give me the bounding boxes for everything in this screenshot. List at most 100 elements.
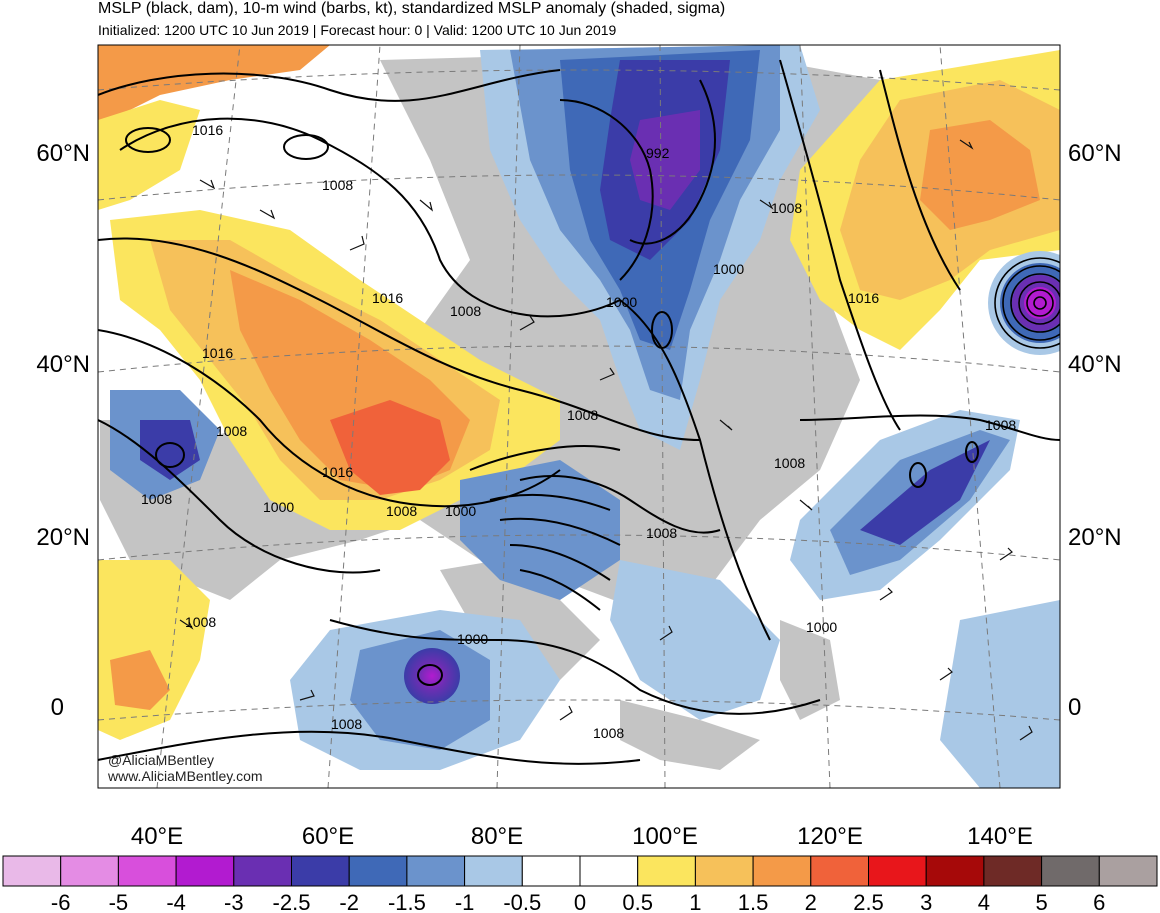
colorbar-swatch <box>810 855 869 887</box>
colorbar-label: -4 <box>166 890 186 913</box>
colorbar-label: -5 <box>109 890 129 913</box>
colorbar-label: -6 <box>51 890 71 913</box>
colorbar-swatch <box>694 855 754 887</box>
contour-label: 1016 <box>848 290 879 306</box>
colorbar-label: -1.5 <box>388 890 426 913</box>
lat-label: 40°N <box>1068 351 1122 378</box>
contour-label: 992 <box>646 145 670 161</box>
map-subtitle: Initialized: 1200 UTC 10 Jun 2019 | Fore… <box>98 22 617 38</box>
map-panel: 1016 1008 1016 1016 1008 1008 1008 1016 … <box>98 45 1060 788</box>
colorbar-swatch <box>752 855 812 887</box>
contour-label: 1008 <box>185 614 216 630</box>
credit-website: www.AliciaMBentley.com <box>108 768 263 784</box>
contour-label: 1000 <box>806 619 837 635</box>
contour-label: 1016 <box>192 122 223 138</box>
colorbar-swatch <box>60 855 119 887</box>
colorbar-label: 4 <box>978 890 990 913</box>
colorbar-swatch <box>983 855 1043 887</box>
lon-labels: 40°E 60°E 80°E 100°E 120°E 140°E <box>131 823 1033 850</box>
colorbar-label: 1 <box>689 890 701 913</box>
isobars <box>98 59 1060 765</box>
colorbar-swatch <box>117 855 177 887</box>
cold-anomaly-south-china-sea <box>610 560 780 720</box>
warm-anomaly-europe-4 <box>330 400 450 495</box>
contour-label: 1000 <box>606 294 637 310</box>
cold-anomaly-west-pacific <box>940 600 1060 788</box>
contour-label: 1016 <box>202 345 233 361</box>
contour-label: 1008 <box>646 525 677 541</box>
credit-handle: @AliciaMBentley <box>108 752 215 768</box>
lat-label: 60°N <box>1068 140 1122 167</box>
lat-label: 0 <box>1068 694 1081 721</box>
lat-labels-left: 60°N 40°N 20°N 0 <box>36 140 90 721</box>
cold-anomaly-mediterranean-2 <box>140 420 200 480</box>
contour-label: 1008 <box>386 503 417 519</box>
lon-label: 80°E <box>471 823 523 850</box>
cold-anomaly-central-asia <box>460 460 620 600</box>
colorbar-swatch <box>1098 855 1158 887</box>
lat-label: 40°N <box>36 351 90 378</box>
colorbar-swatch <box>175 855 235 887</box>
map-title: MSLP (black, dam), 10-m wind (barbs, kt)… <box>98 0 726 17</box>
lat-label: 0 <box>51 694 64 721</box>
lon-label: 120°E <box>797 823 863 850</box>
colorbar-label: 2 <box>805 890 817 913</box>
contour-label: 1008 <box>567 407 598 423</box>
contour-label: 1008 <box>771 200 802 216</box>
contour-label: 1008 <box>450 303 481 319</box>
colorbar-label: -2 <box>339 890 359 913</box>
contour-label: 1008 <box>322 177 353 193</box>
contour-label: 1008 <box>331 716 362 732</box>
contour-label: 1008 <box>593 725 624 741</box>
wind-barbs <box>179 139 1033 741</box>
hokkaido-low-core <box>1024 287 1056 319</box>
contour-label: 1008 <box>774 455 805 471</box>
warm-anomaly-east-asia-3 <box>920 120 1040 230</box>
contour-label: 1016 <box>322 464 353 480</box>
warm-anomaly-africa-2 <box>110 650 170 710</box>
lat-label: 20°N <box>36 524 90 551</box>
colorbar-swatch <box>2 855 62 887</box>
colorbar-label: -2.5 <box>273 890 311 913</box>
lat-labels-right: 60°N 40°N 20°N 0 <box>1068 140 1122 721</box>
contour-label: 1008 <box>141 491 172 507</box>
contour-label: 1016 <box>372 290 403 306</box>
lon-label: 100°E <box>632 823 698 850</box>
map-frame <box>97 44 1061 789</box>
colorbar-swatch <box>233 855 293 887</box>
colorbar-label: -3 <box>224 890 244 913</box>
colorbar-swatch <box>406 855 466 887</box>
contour-labels: 1016 1008 1016 1016 1008 1008 1008 1016 … <box>141 122 1016 741</box>
colorbar-swatch <box>348 855 408 887</box>
contour-label: 1000 <box>713 261 744 277</box>
colorbar-label: 5 <box>1035 890 1047 913</box>
colorbar-swatch <box>637 855 696 887</box>
colorbar-swatch <box>1041 855 1100 887</box>
colorbar-label: 0.5 <box>622 890 653 913</box>
contour-label: 1008 <box>985 417 1016 433</box>
colorbar: -6 -5 -4 -3 -2.5 -2 -1.5 -1 -0.5 0 0.5 1 1.5 2 2.5 3 4 5 6 <box>2 855 1158 913</box>
cold-anomaly-core-arabian-sea <box>404 648 460 704</box>
colorbar-swatch <box>291 855 350 887</box>
cold-anomaly-siberia-5 <box>630 110 700 210</box>
warm-anomaly-scandinavia <box>98 45 330 120</box>
warm-anomaly-scandinavia-2 <box>98 100 200 210</box>
contour-label: 1008 <box>216 423 247 439</box>
colorbar-swatch <box>579 855 639 887</box>
lon-label: 40°E <box>131 823 183 850</box>
lon-label: 60°E <box>302 823 354 850</box>
lat-label: 60°N <box>36 140 90 167</box>
colorbar-label: -0.5 <box>503 890 541 913</box>
lat-label: 20°N <box>1068 524 1122 551</box>
land-gray-indonesia <box>620 620 840 770</box>
contour-label: 1000 <box>263 499 294 515</box>
colorbar-label: 6 <box>1093 890 1105 913</box>
contour-label: 1000 <box>445 503 476 519</box>
hokkaido-low-isobars <box>994 257 1060 349</box>
colorbar-swatch <box>868 855 927 887</box>
cold-anomaly-pacific-3 <box>860 440 990 545</box>
colorbar-label: 0 <box>574 890 586 913</box>
colorbar-label: 2.5 <box>853 890 884 913</box>
colorbar-label: 3 <box>920 890 932 913</box>
